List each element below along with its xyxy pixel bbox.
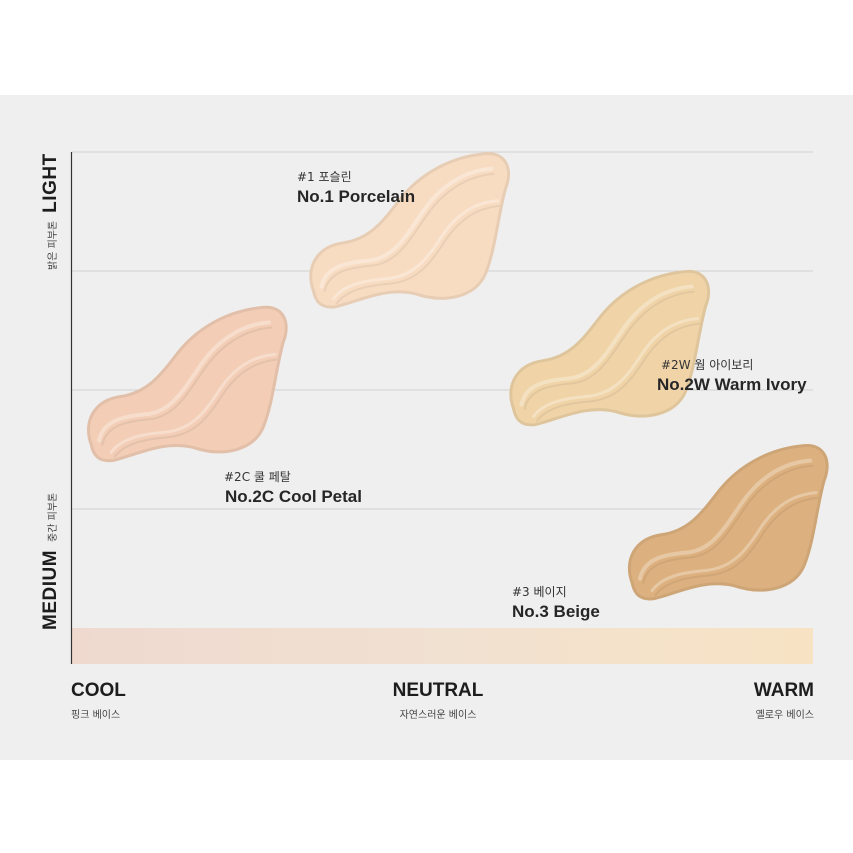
swatch-edge: [627, 444, 829, 601]
shade-name: No.3 Beige: [512, 602, 600, 621]
y-sublabel-medium: 중간 피부톤: [48, 492, 59, 542]
x-sublabel-neutral: 자연스러운 베이스: [399, 710, 477, 721]
shade-label-cool-petal: #2C 쿨 페탈 No.2C Cool Petal: [220, 468, 362, 507]
swatch-highlight: [331, 199, 499, 301]
swatch-shadow: [323, 172, 495, 293]
shade-name: No.1 Porcelain: [297, 187, 416, 206]
swatch-highlight: [638, 458, 813, 581]
swatch-highlight: [319, 166, 494, 289]
x-label-warm: WARM 옐로우 베이스: [754, 680, 814, 721]
shade-label-warm-ivory: #2W 웜 아이보리 No.2W Warm Ivory: [657, 356, 807, 395]
x-sublabel-warm: 옐로우 베이스: [755, 710, 814, 721]
swatch-highlight: [97, 320, 272, 443]
swatch-edge: [309, 152, 511, 309]
x-label-warm-text: WARM: [753, 680, 814, 701]
shade-swatch: [509, 270, 711, 427]
x-label-cool-text: COOL: [71, 680, 126, 701]
swatch-highlight: [650, 491, 818, 593]
swatch-highlight: [532, 317, 700, 419]
swatch-shadow: [113, 358, 279, 459]
shade-code: #2C 쿨 페탈: [224, 470, 291, 484]
y-label-light-text: LIGHT: [40, 153, 61, 213]
shade-name: No.2C Cool Petal: [225, 487, 362, 506]
x-sublabel-cool: 핑크 베이스: [71, 710, 121, 721]
x-label-neutral: NEUTRAL 자연스러운 베이스: [393, 680, 484, 721]
swatch-highlight: [519, 284, 694, 407]
tone-gradient-bar: [72, 628, 813, 664]
shade-code: #3 베이지: [512, 585, 567, 599]
swatch-shadow: [642, 464, 814, 584]
swatch-shadow: [101, 326, 273, 446]
swatch-shadow: [654, 496, 820, 597]
shade-label-beige: #3 베이지 No.3 Beige: [512, 583, 600, 622]
y-label-medium-text: MEDIUM: [40, 549, 61, 630]
x-label-cool: COOL 핑크 베이스: [71, 680, 126, 721]
shade-name: No.2W Warm Ivory: [657, 375, 807, 394]
shade-swatch: [627, 444, 829, 601]
shade-label-porcelain: #1 포슬린 No.1 Porcelain: [297, 168, 415, 207]
swatch-edge: [509, 270, 711, 427]
swatch-edge: [86, 305, 288, 463]
swatch-shadow: [535, 322, 701, 423]
y-sublabel-light: 밝은 피부톤: [48, 220, 59, 270]
x-label-neutral-text: NEUTRAL: [392, 680, 484, 701]
swatch-shadow: [523, 290, 695, 410]
shade-swatch: [309, 152, 511, 309]
shade-code: #1 포슬린: [297, 170, 352, 184]
swatch-highlight: [109, 352, 277, 454]
shade-code: #2W 웜 아이보리: [661, 358, 754, 372]
swatch-shadow: [335, 204, 501, 305]
shade-swatch: [86, 305, 288, 463]
